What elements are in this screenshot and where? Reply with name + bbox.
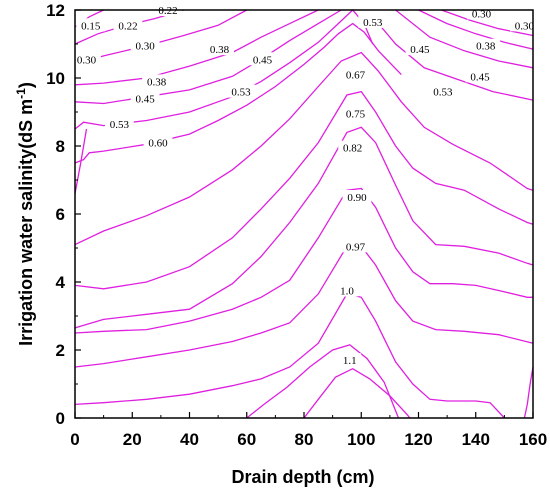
x-tick-label: 20 [123,430,142,449]
contour-line [74,126,534,329]
contour-line [441,9,534,37]
contour-line [74,128,88,194]
contour-label: 0.67 [346,70,366,82]
contour-label: 0.53 [231,87,251,99]
contour-label-bg [341,239,370,253]
y-axis-title-sup: -1 [14,88,28,99]
contour-line [74,245,534,368]
contour-label: 0.82 [343,143,362,155]
contour-line [372,16,534,101]
contour-label-bg [338,353,362,367]
contour-label: 0.45 [470,71,490,83]
contour-label: 0.90 [347,192,367,204]
contour-label: 0.30 [472,8,492,20]
contour-label: 0.38 [476,41,496,53]
contour-line [74,90,534,290]
y-tick-label: 6 [56,205,65,224]
contour-label: 0.53 [363,17,383,29]
contour-label: 0.97 [346,241,366,253]
contour-label: 0.75 [346,109,366,121]
contour-label: 0.53 [110,119,130,131]
x-tick-label: 160 [519,430,547,449]
contour-label-bg [72,52,101,66]
contour-label-bg [76,18,106,32]
contour-label-bg [338,140,368,154]
contour-label-bg [341,67,370,81]
contour-label-bg [248,52,277,66]
contour-label: 0.38 [210,44,230,56]
contour-line [395,9,534,69]
x-tick-label: 120 [404,430,432,449]
x-axis-title: Drain depth (cm) [231,467,374,487]
x-tick-label: 100 [347,430,375,449]
contour-label: 0.45 [410,44,430,56]
contour-label-bg [342,190,372,203]
x-tick-label: 140 [462,430,490,449]
contour-line [74,9,319,86]
contour-label-bg [471,38,501,52]
x-tick-label: 40 [180,430,199,449]
contour-line [74,9,342,105]
contour-line [74,187,533,334]
contour-label: 0.22 [158,5,177,17]
y-tick-label: 8 [56,137,65,156]
contour-line [303,367,411,419]
contour-label: 0.45 [253,54,273,66]
contour-label: 0.15 [81,20,101,32]
contour-label: 1.1 [343,355,357,367]
contour-label-bg [428,84,458,98]
contour-lines [74,9,534,419]
contour-label: 0.22 [118,20,137,32]
contour-label-bg [358,14,388,28]
y-axis-title-close: ) [16,82,36,88]
contour-label: 1.0 [340,286,354,298]
y-axis-title: Irrigation water salinity(dS m-1) [14,82,36,346]
y-tick-label: 12 [46,1,65,20]
contour-label-bg [104,116,134,130]
contour-label-bg [143,135,173,149]
contour-line [418,9,534,50]
contour-label-bg [113,18,143,32]
contour-line [74,51,534,246]
contour-line [74,293,505,419]
y-axis-ticks: 0 2 4 6 8 10 12 [46,1,81,428]
y-tick-label: 0 [56,409,65,428]
contour-label-bg [205,42,234,56]
contour-label-bg [465,69,495,83]
x-tick-label: 60 [237,430,256,449]
contour-line [523,366,534,419]
y-tick-label: 4 [56,273,66,292]
contour-label: 0.60 [148,138,168,150]
contour-labels: 0.15 0.22 0.22 0.30 0.30 0.38 0.38 0.45 0.45 0.53… [72,3,539,367]
x-tick-label: 80 [295,430,314,449]
y-tick-label: 10 [46,69,65,88]
x-axis-ticks: 0 20 40 60 80 100 120 140 160 [70,412,547,449]
contour-line [246,344,400,419]
contour-label-bg [142,74,171,88]
contour-label-bg [335,283,359,297]
contour-label-bg [510,18,539,32]
contour-label: 0.30 [77,54,97,66]
contour-label-bg [130,91,160,105]
contour-label: 0.30 [515,20,535,32]
contour-label-bg [130,38,160,52]
contour-label: 0.38 [147,76,167,88]
contour-label-bg [405,42,435,56]
y-axis-title-main: Irrigation water salinity(dS m [16,99,36,346]
contour-label: 0.45 [136,93,156,105]
x-tick-label: 0 [70,430,79,449]
y-tick-label: 2 [56,341,65,360]
contour-label-bg [341,106,370,120]
contour-label: 0.53 [433,87,453,99]
contour-label-bg [226,84,256,98]
contour-label: 0.30 [136,41,156,53]
